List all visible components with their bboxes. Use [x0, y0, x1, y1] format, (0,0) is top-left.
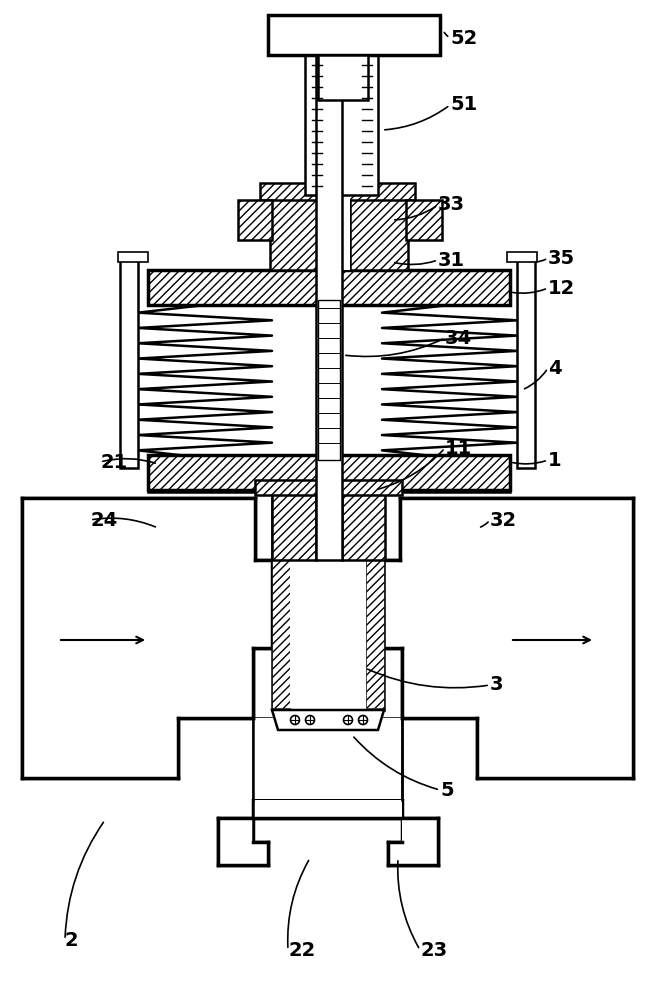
Text: 32: 32: [490, 510, 517, 530]
Text: 4: 4: [548, 359, 561, 377]
Bar: [272, 492, 384, 710]
Bar: [340, 480, 402, 495]
Polygon shape: [22, 498, 272, 778]
Polygon shape: [383, 498, 633, 778]
Bar: [118, 252, 148, 262]
Bar: [507, 252, 537, 262]
Text: 22: 22: [288, 940, 315, 960]
Bar: [148, 460, 272, 492]
Bar: [238, 200, 272, 240]
Polygon shape: [272, 710, 384, 730]
Text: 52: 52: [450, 28, 477, 47]
Bar: [272, 490, 316, 560]
Text: 5: 5: [440, 780, 454, 800]
Bar: [254, 718, 401, 799]
Bar: [316, 455, 342, 490]
Text: 21: 21: [100, 452, 127, 472]
Bar: [517, 258, 535, 468]
Bar: [148, 270, 510, 305]
Circle shape: [305, 716, 314, 724]
Bar: [268, 15, 440, 55]
Polygon shape: [218, 800, 438, 865]
Bar: [270, 193, 328, 270]
Bar: [290, 492, 366, 708]
Text: 11: 11: [445, 438, 472, 458]
Text: 31: 31: [438, 250, 465, 269]
Text: 34: 34: [445, 328, 472, 348]
Bar: [385, 460, 510, 492]
Bar: [255, 480, 318, 495]
Polygon shape: [218, 800, 438, 865]
Bar: [328, 193, 350, 270]
Text: 3: 3: [490, 676, 504, 694]
Bar: [316, 55, 342, 560]
Bar: [305, 55, 378, 195]
Polygon shape: [272, 492, 290, 708]
Text: 23: 23: [420, 940, 447, 960]
Bar: [406, 200, 442, 240]
Bar: [260, 183, 415, 200]
Text: 24: 24: [90, 510, 117, 530]
Bar: [316, 270, 342, 305]
Polygon shape: [383, 498, 633, 778]
Circle shape: [291, 716, 299, 724]
Bar: [290, 492, 366, 708]
Circle shape: [343, 716, 352, 724]
Bar: [342, 490, 385, 560]
Bar: [148, 455, 510, 490]
Text: 51: 51: [450, 96, 477, 114]
Polygon shape: [22, 498, 272, 778]
Polygon shape: [366, 492, 384, 708]
Bar: [318, 300, 340, 460]
Circle shape: [358, 716, 367, 724]
Bar: [350, 193, 408, 270]
Polygon shape: [253, 718, 402, 800]
Bar: [318, 55, 368, 100]
Text: 1: 1: [548, 450, 561, 470]
Bar: [120, 258, 138, 468]
Text: 33: 33: [438, 196, 465, 215]
Text: 35: 35: [548, 248, 575, 267]
Text: 12: 12: [548, 278, 575, 298]
Text: 2: 2: [65, 930, 79, 950]
